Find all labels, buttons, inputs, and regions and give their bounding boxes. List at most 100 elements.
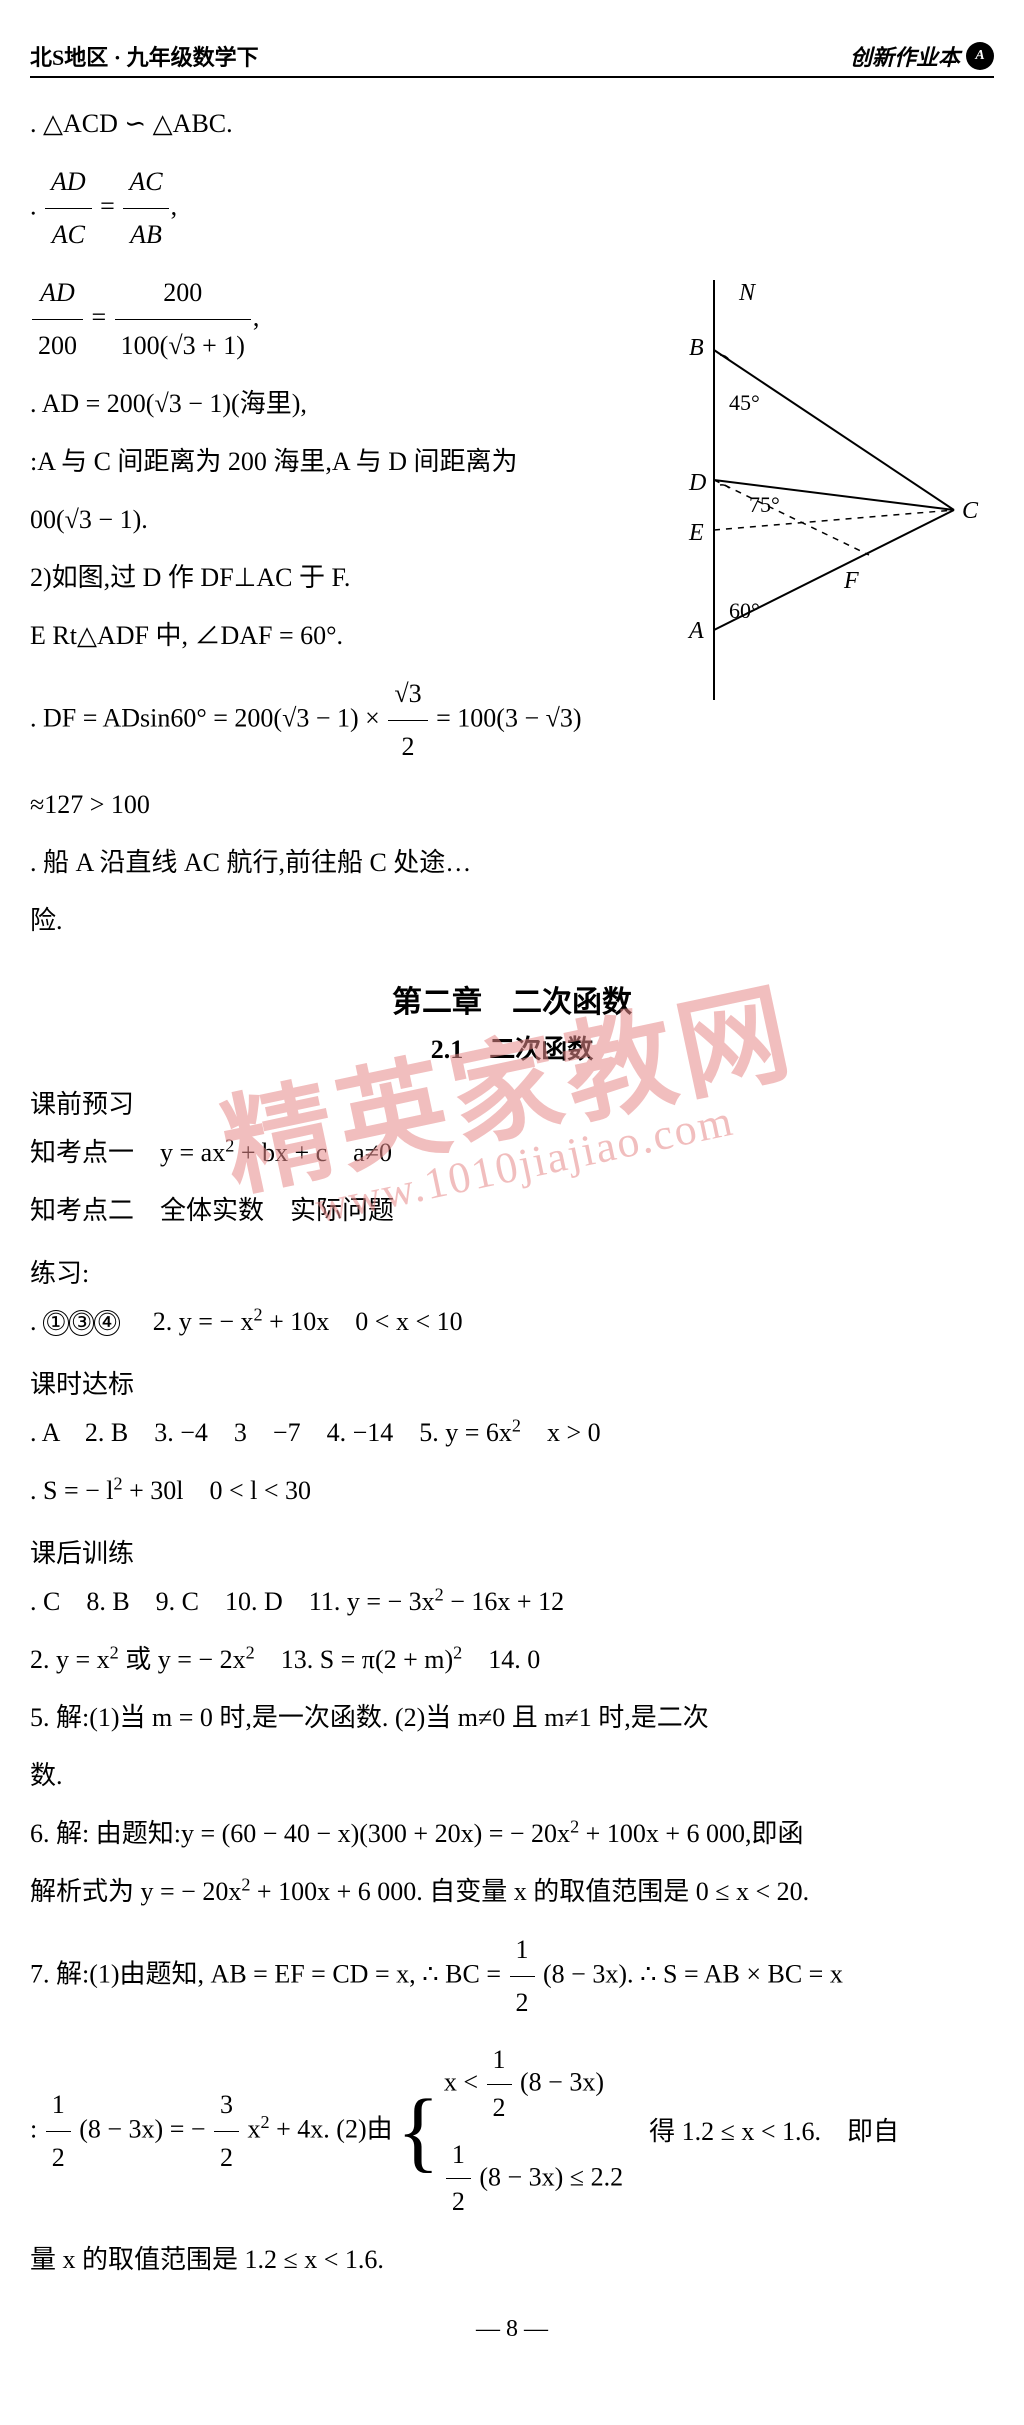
brace-row: : 12 (8 − 3x) = − 32 x2 + 4x. (2)由 { x <… (30, 2037, 994, 2226)
label-D: D (688, 470, 706, 496)
text: + 30l 0 < l < 30 (123, 1476, 311, 1505)
upper-math-block: . △ACD ∽ △ABC. . ADAC = ACAB, AD200 = 20… (30, 98, 640, 947)
frac-den: 2 (214, 2132, 239, 2184)
practice-1: . ①③④ 2. y = − x2 + 10x 0 < x < 10 (30, 1296, 994, 1348)
line-4: . AD = 200(√3 − 1)(海里), (30, 378, 640, 430)
circled-4: ④ (94, 1310, 120, 1336)
chapter-title: 第二章 二次函数 (30, 977, 994, 1021)
label-N: N (738, 280, 757, 306)
header-right: 创新作业本 A (850, 40, 994, 72)
after-5: 解析式为 y = − 20x2 + 100x + 6 000. 自变量 x 的取… (30, 1866, 994, 1918)
text: 13. S = π(2 + m) (255, 1645, 453, 1674)
geometry-diagram: N B D E A C F 45° 75° 60° (654, 280, 984, 700)
preview-k1: 知考点一 y = ax2 + bx + c a≠0 (30, 1127, 994, 1179)
brace-line-2: 12 (8 − 3x) ≤ 2.2 (444, 2132, 623, 2227)
text: : (30, 2115, 44, 2144)
text: 或 y = − 2x (119, 1645, 246, 1674)
text: + 100x + 6 000,即函 (579, 1819, 803, 1848)
frac-num: √3 (388, 668, 427, 721)
timed-heading: 课时达标 (30, 1364, 994, 1401)
text: (8 − 3x) ≤ 2.2 (479, 2162, 623, 2191)
line-11: . 船 A 沿直线 AC 航行,前往船 C 处途… (30, 837, 640, 889)
text: 2. y = x (30, 1645, 110, 1674)
text: = 100(3 − √3) (436, 703, 581, 732)
after-3b: 数. (30, 1750, 994, 1802)
frac-den: AC (45, 209, 92, 261)
page: 北S地区 · 九年级数学下 创新作业本 A N B D E A C F 45° … (0, 0, 1024, 2373)
line-10: ≈127 > 100 (30, 779, 640, 831)
line-5: :A 与 C 间距离为 200 海里,A 与 D 间距离为 (30, 436, 640, 488)
text: (8 − 3x) = − (79, 2115, 212, 2144)
text: + 10x 0 < x < 10 (263, 1307, 463, 1336)
frac-den: 200 (32, 320, 83, 372)
text: . A 2. B 3. −4 3 −7 4. −14 5. y = 6x (30, 1418, 512, 1447)
frac-num: AD (45, 156, 92, 209)
label-B: B (689, 335, 704, 361)
page-number: — 8 — (30, 2316, 994, 2343)
after-3: 5. 解:(1)当 m = 0 时,是一次函数. (2)当 m≠0 且 m≠1 … (30, 1692, 994, 1744)
frac-num: 200 (115, 267, 251, 320)
brace-rhs: 得 1.2 ≤ x < 1.6. 即自 (623, 2106, 899, 2158)
section-title: 2.1 二次函数 (30, 1029, 994, 1066)
frac-num: 3 (214, 2079, 239, 2132)
frac-num: 1 (446, 2132, 471, 2180)
text: x < (444, 2067, 485, 2096)
text: + 4x. (2)由 (270, 2115, 393, 2144)
line-9: . DF = ADsin60° = 200(√3 − 1) × √32 = 10… (30, 668, 640, 773)
text: − 16x + 12 (444, 1587, 564, 1616)
logo-icon: A (966, 42, 994, 70)
line-8: E Rt△ADF 中, ∠DAF = 60°. (30, 610, 640, 662)
brace-line-1: x < 12 (8 − 3x) (444, 2037, 623, 2132)
text: 2. y = − x (127, 1307, 254, 1336)
label-A: A (687, 618, 704, 644)
text: + 100x + 6 000. 自变量 x 的取值范围是 0 ≤ x < 20. (250, 1877, 809, 1906)
logo-text: A (975, 48, 984, 64)
header: 北S地区 · 九年级数学下 创新作业本 A (30, 40, 994, 78)
timed-2: . S = − l2 + 30l 0 < l < 30 (30, 1465, 994, 1517)
after-1: . C 8. B 9. C 10. D 11. y = − 3x2 − 16x … (30, 1576, 994, 1628)
frac-den: 2 (446, 2179, 471, 2226)
text: . S = − l (30, 1476, 114, 1505)
after-2: 2. y = x2 或 y = − 2x2 13. S = π(2 + m)2 … (30, 1634, 994, 1686)
brace-content: x < 12 (8 − 3x) 12 (8 − 3x) ≤ 2.2 (444, 2037, 623, 2226)
frac-num: AD (32, 267, 83, 320)
frac-num: 1 (510, 1924, 535, 1977)
frac-den: AB (123, 209, 168, 261)
text: x (248, 2115, 261, 2144)
line-3: AD200 = 200100(√3 + 1), (30, 267, 640, 372)
line-6: 00(√3 − 1). (30, 494, 640, 546)
label-C: C (962, 498, 979, 524)
frac-den: 2 (510, 1977, 535, 2029)
line-12: 险. (30, 895, 640, 947)
preview-k2: 知考点二 全体实数 实际问题 (30, 1185, 994, 1237)
text: 6. 解: 由题知:y = (60 − 40 − x)(300 + 20x) =… (30, 1819, 570, 1848)
text: + bx + c a≠0 (234, 1138, 392, 1167)
circled-3: ③ (69, 1310, 95, 1336)
text: (8 − 3x) (520, 2067, 604, 2096)
header-left: 北S地区 · 九年级数学下 (30, 40, 259, 72)
circled-1: ① (43, 1310, 69, 1336)
text: 14. 0 (462, 1645, 540, 1674)
text: . (30, 1307, 43, 1336)
text: . C 8. B 9. C 10. D 11. y = − 3x (30, 1587, 435, 1616)
after-heading: 课后训练 (30, 1533, 994, 1570)
frac-den: 2 (46, 2132, 71, 2184)
preview-heading: 课前预习 (30, 1084, 994, 1121)
frac-num: 1 (487, 2037, 512, 2085)
angle-45: 45° (729, 390, 760, 415)
frac-den: 2 (487, 2085, 512, 2132)
angle-75: 75° (749, 492, 780, 517)
left-brace-icon: { (397, 2091, 440, 2172)
text: . DF = ADsin60° = 200(√3 − 1) × (30, 703, 386, 732)
text: (8 − 3x). ∴ S = AB × BC = x (543, 1959, 843, 1988)
timed-1: . A 2. B 3. −4 3 −7 4. −14 5. y = 6x2 x … (30, 1407, 994, 1459)
frac-den: 2 (388, 721, 427, 773)
line-7: 2)如图,过 D 作 DF⊥AC 于 F. (30, 552, 640, 604)
label-F: F (843, 568, 859, 594)
frac-num: AC (123, 156, 168, 209)
line-1: . △ACD ∽ △ABC. (30, 98, 640, 150)
text: 解析式为 y = − 20x (30, 1877, 241, 1906)
frac-num: 1 (46, 2079, 71, 2132)
frac-den: 100(√3 + 1) (115, 320, 251, 372)
last-line: 量 x 的取值范围是 1.2 ≤ x < 1.6. (30, 2234, 994, 2286)
